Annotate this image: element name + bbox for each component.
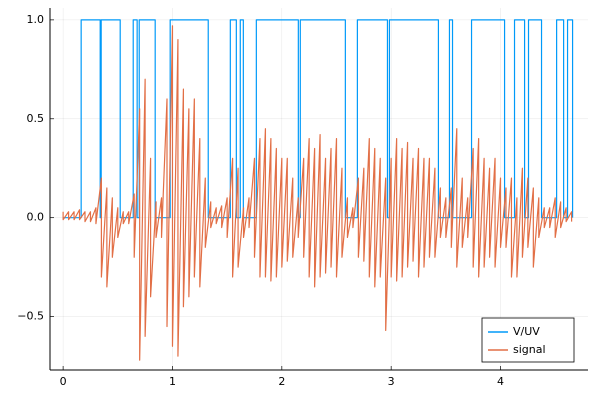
- x-tick-label: 1: [169, 375, 176, 388]
- legend-label: V/UV: [513, 325, 540, 338]
- legend-label: signal: [513, 343, 546, 356]
- x-tick-label: 4: [497, 375, 504, 388]
- y-tick-label: −0.5: [17, 310, 44, 323]
- y-tick-label: 0.5: [27, 112, 45, 125]
- x-tick-label: 2: [278, 375, 285, 388]
- y-tick-label: 1.0: [27, 13, 45, 26]
- legend-box: [481, 317, 575, 363]
- x-tick-label: 0: [60, 375, 67, 388]
- x-tick-label: 3: [388, 375, 395, 388]
- series-line: [62, 25, 573, 361]
- series-line: [63, 19, 574, 219]
- y-tick-label: 0.0: [27, 211, 45, 224]
